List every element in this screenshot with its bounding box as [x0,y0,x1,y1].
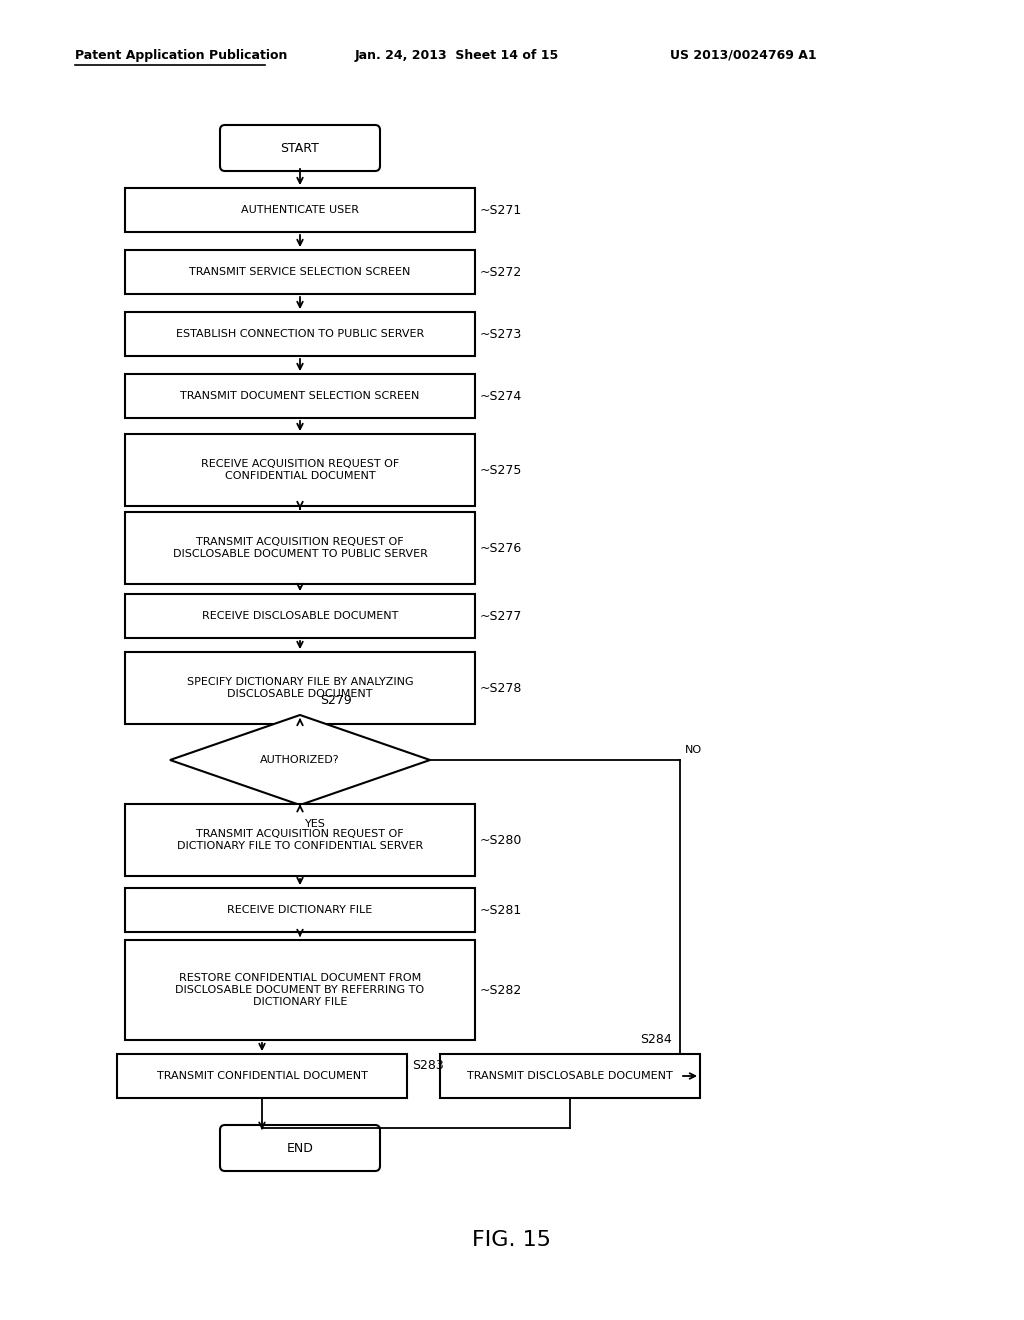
Text: S284: S284 [640,1034,672,1045]
FancyBboxPatch shape [125,652,475,723]
Text: RECEIVE ACQUISITION REQUEST OF
CONFIDENTIAL DOCUMENT: RECEIVE ACQUISITION REQUEST OF CONFIDENT… [201,459,399,480]
FancyBboxPatch shape [125,594,475,638]
Text: ~S280: ~S280 [480,833,522,846]
Text: ~S271: ~S271 [480,203,522,216]
Text: US 2013/0024769 A1: US 2013/0024769 A1 [670,49,816,62]
FancyBboxPatch shape [125,434,475,506]
Text: END: END [287,1142,313,1155]
Text: TRANSMIT DOCUMENT SELECTION SCREEN: TRANSMIT DOCUMENT SELECTION SCREEN [180,391,420,401]
FancyBboxPatch shape [125,512,475,583]
Text: ~S277: ~S277 [480,610,522,623]
FancyBboxPatch shape [125,187,475,232]
Text: S279: S279 [319,694,352,708]
Text: START: START [281,141,319,154]
Text: ~S275: ~S275 [480,463,522,477]
Text: AUTHORIZED?: AUTHORIZED? [260,755,340,766]
Text: ~S281: ~S281 [480,903,522,916]
Text: TRANSMIT DISCLOSABLE DOCUMENT: TRANSMIT DISCLOSABLE DOCUMENT [467,1071,673,1081]
Text: YES: YES [305,818,326,829]
Text: ~S276: ~S276 [480,541,522,554]
FancyBboxPatch shape [440,1053,700,1098]
FancyBboxPatch shape [125,312,475,356]
FancyBboxPatch shape [125,888,475,932]
FancyBboxPatch shape [125,804,475,876]
FancyBboxPatch shape [220,125,380,172]
FancyBboxPatch shape [125,249,475,294]
Text: RECEIVE DICTIONARY FILE: RECEIVE DICTIONARY FILE [227,906,373,915]
Text: TRANSMIT SERVICE SELECTION SCREEN: TRANSMIT SERVICE SELECTION SCREEN [189,267,411,277]
Text: RESTORE CONFIDENTIAL DOCUMENT FROM
DISCLOSABLE DOCUMENT BY REFERRING TO
DICTIONA: RESTORE CONFIDENTIAL DOCUMENT FROM DISCL… [175,973,425,1007]
FancyBboxPatch shape [125,940,475,1040]
Polygon shape [170,715,430,805]
FancyBboxPatch shape [117,1053,407,1098]
Text: ~S272: ~S272 [480,265,522,279]
Text: Patent Application Publication: Patent Application Publication [75,49,288,62]
Text: SPECIFY DICTIONARY FILE BY ANALYZING
DISCLOSABLE DOCUMENT: SPECIFY DICTIONARY FILE BY ANALYZING DIS… [186,677,414,698]
FancyBboxPatch shape [220,1125,380,1171]
Text: NO: NO [685,744,702,755]
Text: ESTABLISH CONNECTION TO PUBLIC SERVER: ESTABLISH CONNECTION TO PUBLIC SERVER [176,329,424,339]
Text: AUTHENTICATE USER: AUTHENTICATE USER [241,205,359,215]
Text: TRANSMIT CONFIDENTIAL DOCUMENT: TRANSMIT CONFIDENTIAL DOCUMENT [157,1071,368,1081]
Text: S283: S283 [412,1059,443,1072]
Text: ~S273: ~S273 [480,327,522,341]
Text: TRANSMIT ACQUISITION REQUEST OF
DICTIONARY FILE TO CONFIDENTIAL SERVER: TRANSMIT ACQUISITION REQUEST OF DICTIONA… [177,829,423,851]
Text: ~S282: ~S282 [480,983,522,997]
Text: Jan. 24, 2013  Sheet 14 of 15: Jan. 24, 2013 Sheet 14 of 15 [355,49,559,62]
Text: ~S274: ~S274 [480,389,522,403]
FancyBboxPatch shape [125,374,475,418]
Text: ~S278: ~S278 [480,681,522,694]
Text: FIG. 15: FIG. 15 [472,1230,552,1250]
Text: RECEIVE DISCLOSABLE DOCUMENT: RECEIVE DISCLOSABLE DOCUMENT [202,611,398,620]
Text: TRANSMIT ACQUISITION REQUEST OF
DISCLOSABLE DOCUMENT TO PUBLIC SERVER: TRANSMIT ACQUISITION REQUEST OF DISCLOSA… [173,537,427,558]
